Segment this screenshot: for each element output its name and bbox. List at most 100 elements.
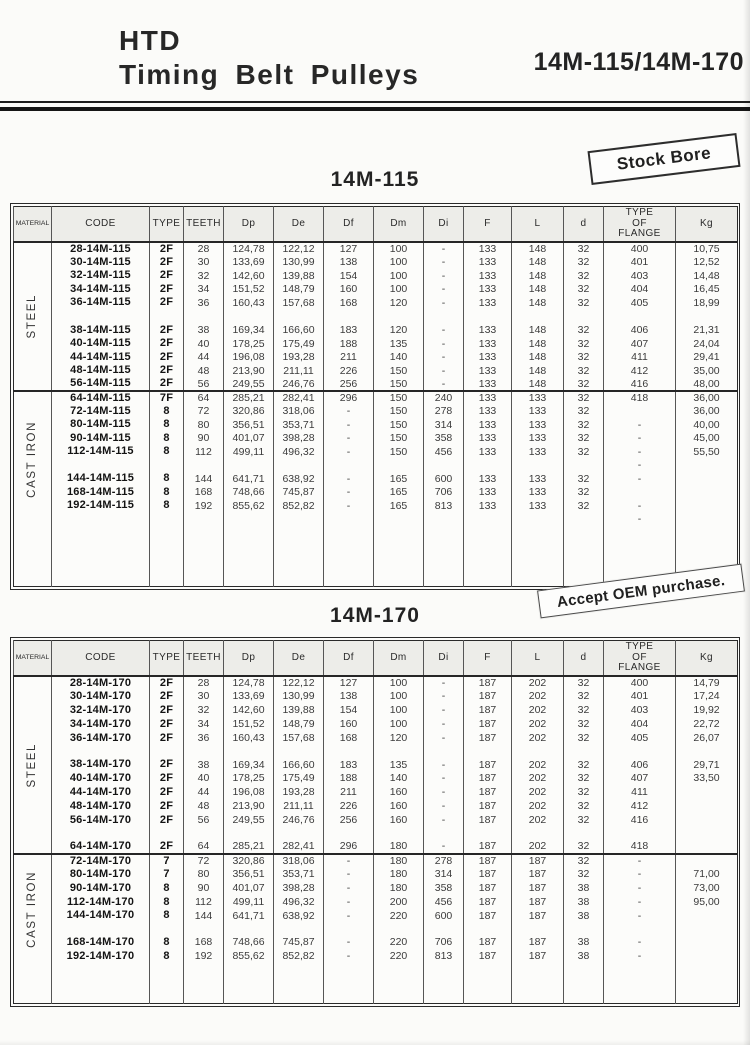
cell: 36,00 bbox=[675, 391, 738, 405]
cell: 187 bbox=[463, 853, 512, 868]
cell: - bbox=[423, 703, 464, 718]
cell: 150 bbox=[373, 445, 424, 459]
cell bbox=[149, 744, 184, 758]
cell: 187 bbox=[463, 703, 512, 718]
cell: 32 bbox=[563, 282, 604, 296]
cell: 32 bbox=[563, 296, 604, 310]
cell: 32 bbox=[563, 867, 604, 882]
cell bbox=[273, 512, 324, 526]
cell: 7F bbox=[149, 391, 184, 405]
material-cell-filler bbox=[14, 963, 52, 1003]
cell bbox=[323, 922, 374, 936]
cell bbox=[563, 526, 604, 586]
cell: 32-14M-170 bbox=[51, 703, 150, 718]
cell: 285,21 bbox=[223, 839, 274, 854]
cell: 401 bbox=[603, 689, 676, 704]
cell: 38 bbox=[563, 935, 604, 950]
cell: - bbox=[603, 445, 676, 459]
cell: 249,55 bbox=[223, 813, 274, 827]
cell: 72 bbox=[183, 853, 224, 868]
cell bbox=[51, 458, 150, 472]
cell: 403 bbox=[603, 703, 676, 718]
material-label: STEEL bbox=[25, 742, 38, 788]
cell: 142,60 bbox=[223, 703, 274, 718]
cell: 411 bbox=[603, 350, 676, 364]
cell: 48-14M-115 bbox=[51, 364, 150, 378]
spacer-row bbox=[14, 309, 738, 324]
cell: - bbox=[423, 350, 464, 364]
cell: 226 bbox=[323, 799, 374, 814]
cell: 148 bbox=[511, 350, 564, 364]
table-row: 32-14M-115 2F 32 142,60 139,88 154 100-133 148 3… bbox=[14, 269, 738, 283]
table-row: 44-14M-170 2F 44 196,08 193,28 211 160-187 202 3… bbox=[14, 785, 738, 800]
cell: - bbox=[423, 799, 464, 814]
cell bbox=[563, 309, 604, 324]
cell: 160 bbox=[323, 282, 374, 296]
cell: 138 bbox=[323, 255, 374, 269]
table-row: 38-14M-115 2F 38 169,34 166,60 183 120-133 148 3… bbox=[14, 323, 738, 337]
col-header: d bbox=[563, 206, 604, 243]
cell: 40 bbox=[183, 771, 224, 786]
cell: 403 bbox=[603, 269, 676, 283]
cell: 144 bbox=[183, 472, 224, 486]
col-header: Df bbox=[323, 640, 374, 677]
cell bbox=[675, 485, 738, 499]
cell: - bbox=[423, 839, 464, 854]
cell: - bbox=[323, 445, 374, 459]
col-header: TYPE bbox=[149, 640, 184, 677]
cell: 192-14M-170 bbox=[51, 949, 150, 964]
cell bbox=[323, 526, 374, 586]
cell bbox=[223, 744, 274, 758]
cell: 496,32 bbox=[273, 445, 324, 459]
col-header: L bbox=[511, 206, 564, 243]
cell: 34-14M-115 bbox=[51, 282, 150, 296]
cell bbox=[603, 309, 676, 324]
cell: 35,00 bbox=[675, 364, 738, 378]
table-row: 44-14M-115 2F 44 196,08 193,28 211 140-133 148 3… bbox=[14, 350, 738, 364]
cell: - bbox=[603, 881, 676, 896]
cell: 202 bbox=[511, 799, 564, 814]
cell bbox=[149, 963, 184, 1004]
cell bbox=[51, 826, 150, 840]
cell: 133 bbox=[511, 404, 564, 418]
cell: 56 bbox=[183, 813, 224, 827]
cell: - bbox=[323, 881, 374, 896]
cell: 220 bbox=[373, 949, 424, 964]
cell: 813 bbox=[423, 499, 464, 513]
material-label: STEEL bbox=[25, 294, 38, 339]
cell: 34-14M-170 bbox=[51, 717, 150, 732]
cell bbox=[423, 826, 464, 840]
cell: 30-14M-170 bbox=[51, 689, 150, 704]
cell: 296 bbox=[323, 391, 374, 405]
cell: 148 bbox=[511, 337, 564, 351]
brand-line1: HTD bbox=[119, 25, 182, 56]
cell: 157,68 bbox=[273, 731, 324, 745]
cell: 148 bbox=[511, 296, 564, 310]
cell: - bbox=[423, 242, 464, 256]
cell bbox=[563, 922, 604, 936]
cell: - bbox=[423, 377, 464, 391]
cell bbox=[463, 963, 512, 1004]
table-row: 72-14M-115 8 72 320,86 318,06-150 278 133 133 32… bbox=[14, 404, 738, 418]
cell: 202 bbox=[511, 703, 564, 718]
cell bbox=[273, 963, 324, 1004]
cell: 56-14M-170 bbox=[51, 813, 150, 827]
cell: 187 bbox=[463, 839, 512, 854]
cell: 122,12 bbox=[273, 676, 324, 690]
cell: 148,79 bbox=[273, 282, 324, 296]
cell: 14,48 bbox=[675, 269, 738, 283]
cell: 202 bbox=[511, 771, 564, 786]
col-header: Di bbox=[423, 206, 464, 243]
cell bbox=[51, 963, 150, 1004]
cell: 32 bbox=[183, 269, 224, 283]
cell bbox=[223, 512, 274, 526]
cell: 2F bbox=[149, 689, 184, 704]
cell: 12,52 bbox=[675, 255, 738, 269]
cell: 416 bbox=[603, 377, 676, 391]
cell: 48 bbox=[183, 799, 224, 814]
cell: 8 bbox=[149, 445, 184, 459]
cell: 211 bbox=[323, 350, 374, 364]
cell: 36-14M-170 bbox=[51, 731, 150, 745]
cell: 72-14M-115 bbox=[51, 404, 150, 418]
